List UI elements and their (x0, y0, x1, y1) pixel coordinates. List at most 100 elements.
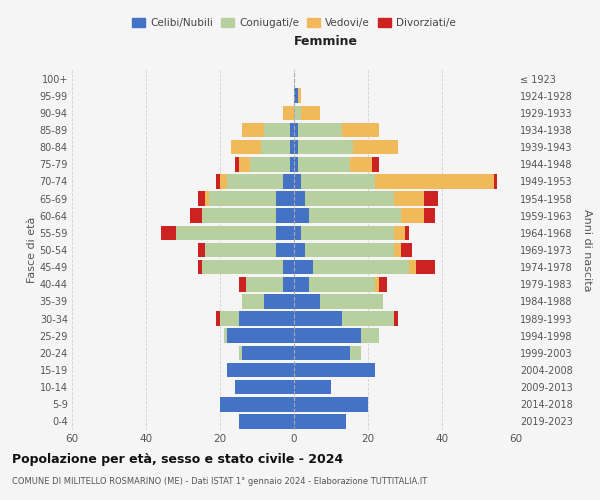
Text: Femmine: Femmine (294, 36, 358, 49)
Bar (298, 157, 349, 172)
Bar (294, 397, 368, 411)
Y-axis label: Fasce di età: Fasce di età (26, 217, 37, 283)
Bar (246, 277, 283, 291)
Bar (294, 140, 298, 154)
Text: COMUNE DI MILITELLO ROSMARINO (ME) - Dati ISTAT 1° gennaio 2024 - Elaborazione T: COMUNE DI MILITELLO ROSMARINO (ME) - Dat… (12, 478, 427, 486)
Bar (305, 242, 394, 258)
Bar (217, 312, 220, 326)
Bar (305, 192, 394, 206)
Bar (294, 312, 342, 326)
Bar (294, 157, 298, 172)
Y-axis label: Anni di nascita: Anni di nascita (583, 209, 592, 291)
Bar (227, 362, 294, 378)
Bar (265, 294, 294, 308)
Bar (275, 192, 294, 206)
Bar (294, 260, 313, 274)
Bar (283, 106, 294, 120)
Bar (275, 208, 294, 223)
Bar (202, 208, 275, 223)
Text: Popolazione per età, sesso e stato civile - 2024: Popolazione per età, sesso e stato civil… (12, 452, 343, 466)
Bar (309, 208, 401, 223)
Bar (242, 346, 294, 360)
Bar (409, 260, 416, 274)
Bar (301, 106, 320, 120)
Bar (294, 106, 301, 120)
Bar (265, 122, 290, 138)
Bar (239, 277, 246, 291)
Bar (283, 260, 294, 274)
Bar (424, 192, 438, 206)
Bar (294, 294, 320, 308)
Bar (227, 328, 294, 343)
Bar (161, 226, 176, 240)
Bar (294, 226, 301, 240)
Bar (294, 277, 309, 291)
Bar (220, 312, 239, 326)
Bar (198, 242, 205, 258)
Bar (294, 362, 376, 378)
Bar (294, 192, 305, 206)
Bar (239, 312, 294, 326)
Bar (239, 346, 242, 360)
Bar (202, 260, 283, 274)
Bar (372, 157, 379, 172)
Bar (353, 140, 398, 154)
Bar (198, 260, 202, 274)
Bar (401, 208, 424, 223)
Bar (394, 312, 398, 326)
Bar (294, 346, 349, 360)
Bar (494, 174, 497, 188)
Bar (227, 174, 283, 188)
Bar (275, 226, 294, 240)
Bar (309, 277, 376, 291)
Bar (320, 294, 383, 308)
Bar (394, 192, 424, 206)
Bar (205, 192, 209, 206)
Bar (424, 208, 434, 223)
Bar (298, 88, 301, 103)
Bar (394, 226, 405, 240)
Bar (198, 192, 205, 206)
Legend: Celibi/Nubili, Coniugati/e, Vedovi/e, Divorziati/e: Celibi/Nubili, Coniugati/e, Vedovi/e, Di… (128, 14, 460, 32)
Bar (376, 277, 379, 291)
Bar (294, 88, 298, 103)
Bar (349, 346, 361, 360)
Bar (361, 328, 379, 343)
Bar (260, 140, 290, 154)
Bar (416, 260, 434, 274)
Bar (242, 122, 265, 138)
Bar (205, 242, 275, 258)
Bar (376, 174, 494, 188)
Bar (294, 208, 309, 223)
Bar (290, 140, 294, 154)
Bar (239, 414, 294, 428)
Bar (190, 208, 202, 223)
Bar (313, 260, 409, 274)
Bar (294, 380, 331, 394)
Bar (220, 397, 294, 411)
Bar (176, 226, 275, 240)
Bar (231, 140, 260, 154)
Bar (294, 414, 346, 428)
Bar (209, 192, 275, 206)
Bar (301, 226, 394, 240)
Bar (239, 157, 250, 172)
Bar (294, 242, 305, 258)
Bar (275, 242, 294, 258)
Bar (235, 157, 239, 172)
Bar (294, 328, 361, 343)
Bar (298, 140, 353, 154)
Bar (379, 277, 386, 291)
Bar (290, 122, 294, 138)
Bar (401, 242, 412, 258)
Bar (250, 157, 290, 172)
Bar (349, 157, 372, 172)
Bar (283, 174, 294, 188)
Bar (283, 277, 294, 291)
Bar (242, 294, 265, 308)
Bar (217, 174, 220, 188)
Bar (342, 122, 379, 138)
Bar (224, 328, 227, 343)
Bar (220, 174, 227, 188)
Bar (294, 174, 301, 188)
